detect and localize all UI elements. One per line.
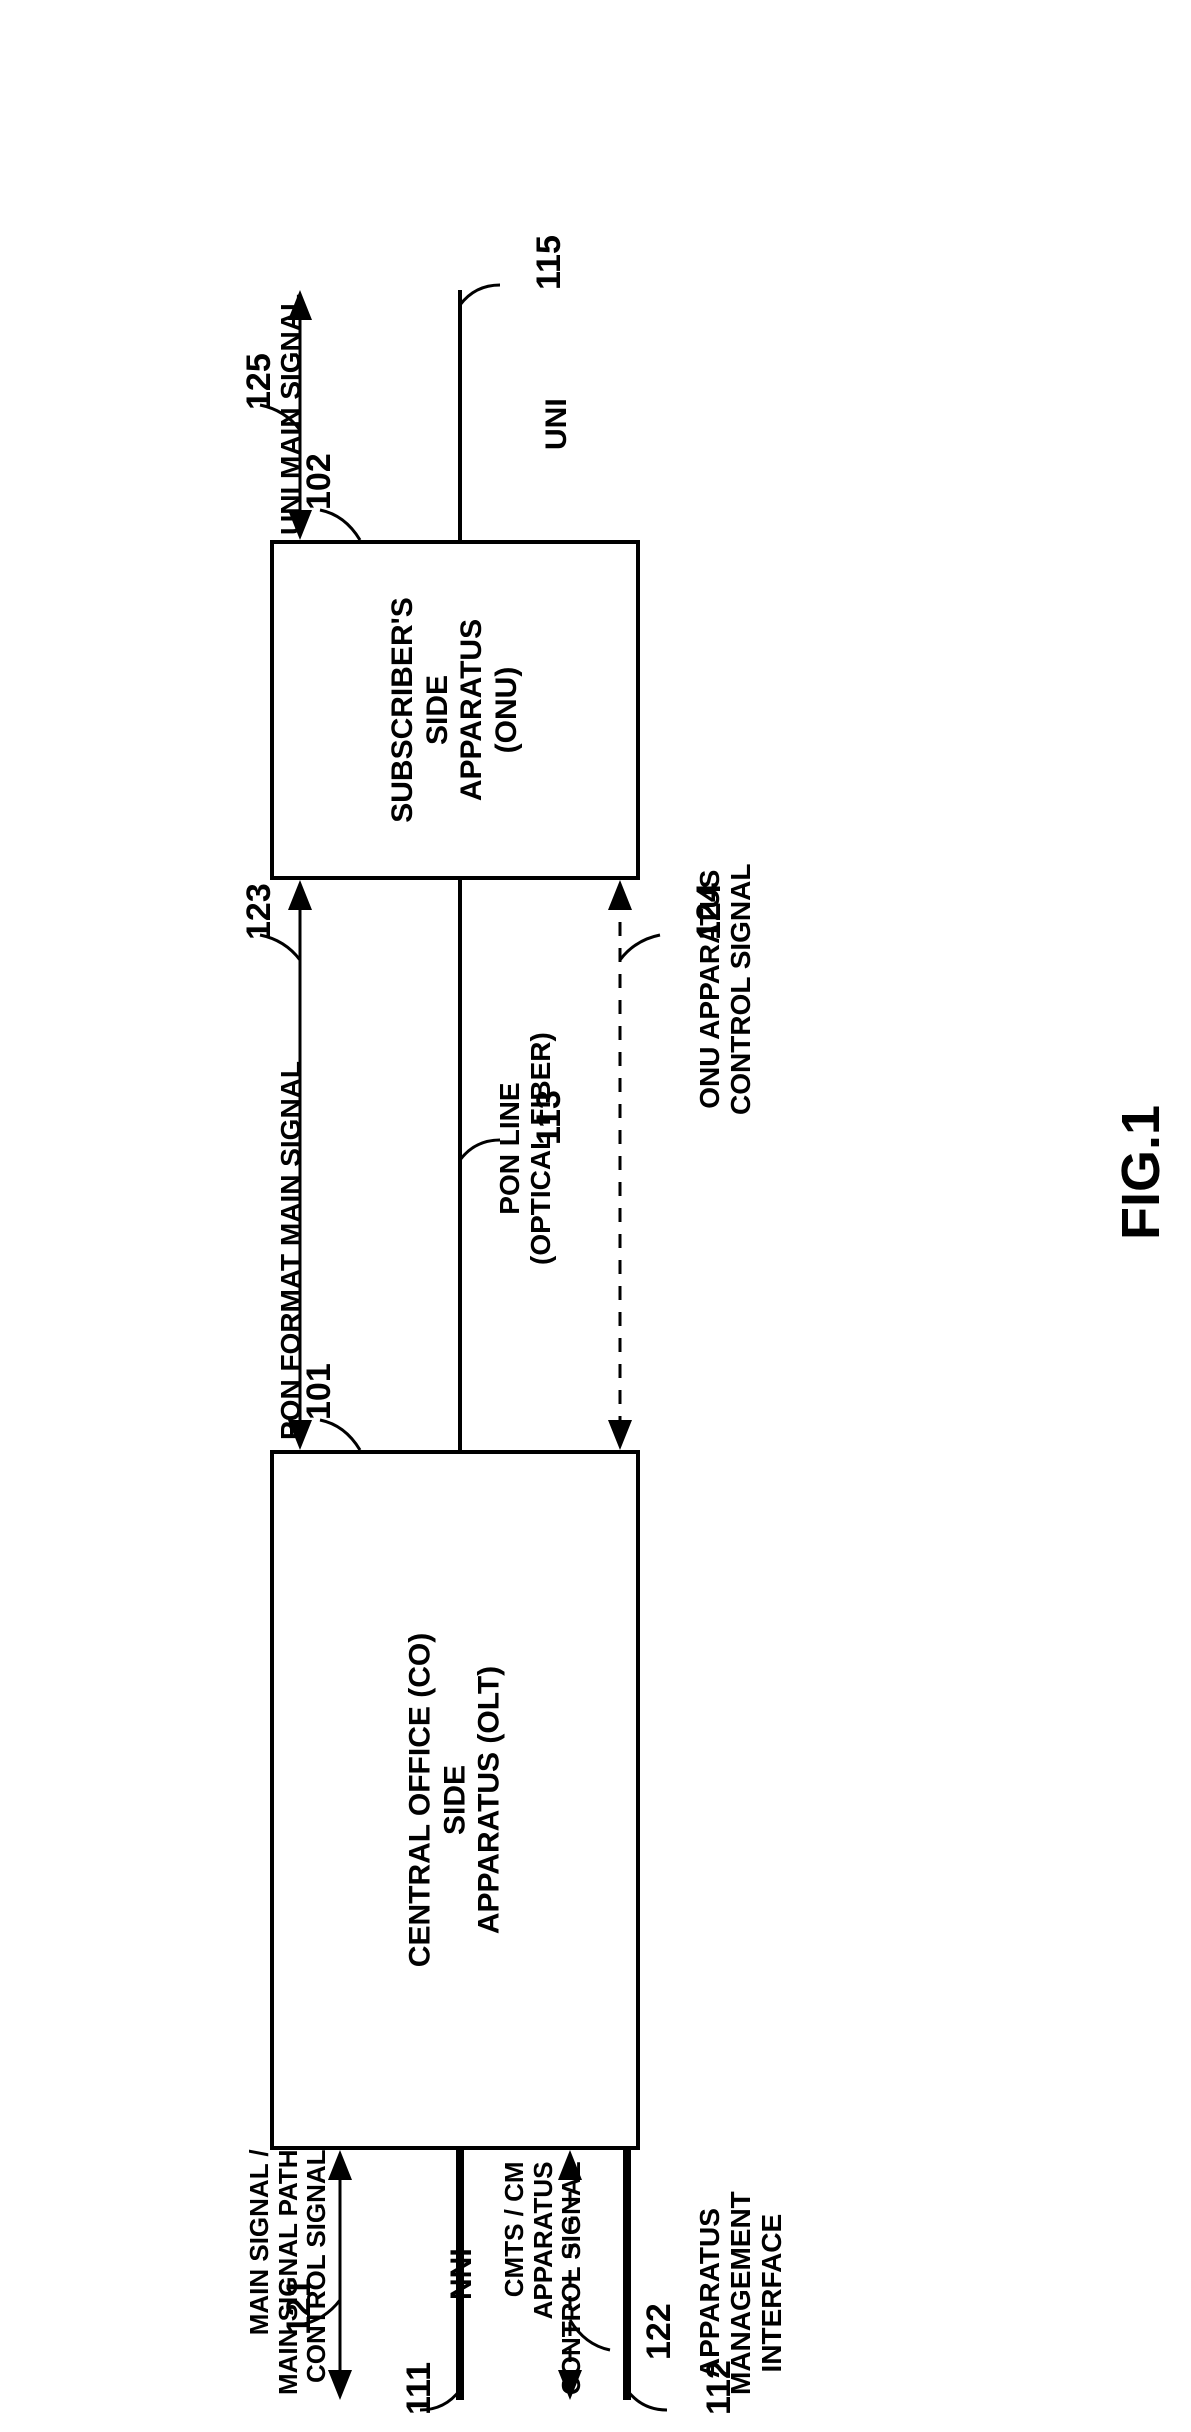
ref-102: 102 xyxy=(300,453,339,510)
onu-box: SUBSCRIBER'S SIDE APPARATUS (ONU) xyxy=(270,540,640,880)
pon-label: PON LINE (OPTICAL FIBER) xyxy=(495,1032,557,1265)
ref-123: 123 xyxy=(240,883,279,940)
ref-121: 121 xyxy=(280,2278,319,2335)
s121-label: MAIN SIGNAL / MAIN SIGNAL PATH CONTROL S… xyxy=(245,2149,331,2395)
ref-124: 124 xyxy=(690,883,729,940)
s122-label: CMTS / CM APPARATUS CONTROL SIGNAL xyxy=(500,2161,586,2395)
ref-122: 122 xyxy=(640,2303,679,2360)
onu-label: SUBSCRIBER'S SIDE APPARATUS (ONU) xyxy=(386,597,524,823)
diagram-canvas: FIG.1 CENTRAL OFFICE (CO) SIDE APPARATUS… xyxy=(0,0,1191,2432)
uni-label: UNI xyxy=(540,398,574,450)
ref-111: 111 xyxy=(400,2362,439,2415)
figure-title: FIG.1 xyxy=(1110,1105,1172,1240)
ref-125: 125 xyxy=(240,353,279,410)
olt-box: CENTRAL OFFICE (CO) SIDE APPARATUS (OLT) xyxy=(270,1450,640,2150)
ref-101: 101 xyxy=(300,1363,339,1420)
ref-112: 112 xyxy=(700,2360,739,2415)
ref-113: 113 xyxy=(530,1090,569,1145)
ref-115: 115 xyxy=(530,235,569,290)
nni-label: NNI xyxy=(445,2248,479,2300)
olt-label: CENTRAL OFFICE (CO) SIDE APPARATUS (OLT) xyxy=(403,1633,507,1967)
